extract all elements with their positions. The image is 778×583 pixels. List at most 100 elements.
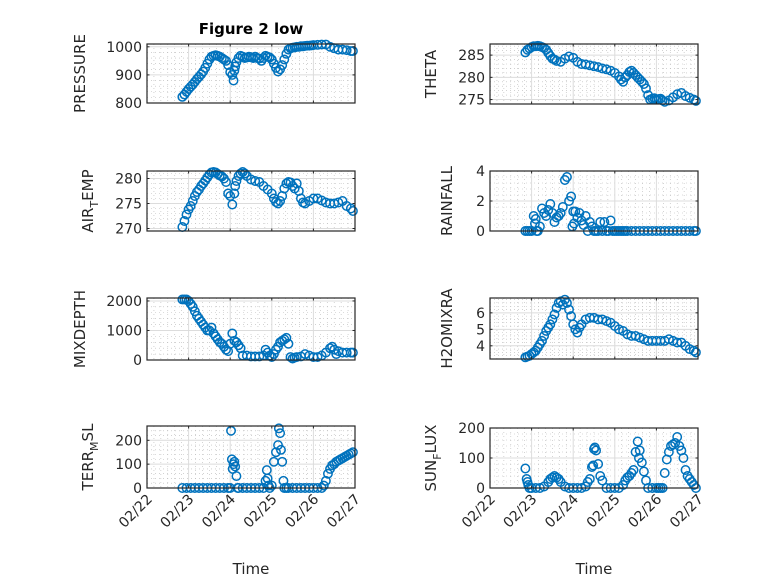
- data-point: [564, 196, 574, 206]
- data-point: [520, 463, 531, 474]
- data-point: [678, 453, 689, 463]
- data-point: [276, 444, 286, 455]
- data-point: [657, 95, 668, 106]
- x-tick-label: 02/27: [667, 492, 707, 532]
- data-point: [273, 423, 284, 434]
- subplot-pressure: 800 900 1000 PRESSURE Figure 2 low: [71, 20, 358, 113]
- data-point: [595, 217, 606, 227]
- x-tick-label: 02/24: [199, 491, 239, 531]
- data-point: [277, 60, 288, 71]
- chart-title: Figure 2 low: [199, 20, 304, 38]
- series-mixdepth: [177, 294, 358, 364]
- data-point: [668, 439, 678, 450]
- data-point: [634, 445, 645, 456]
- data-point: [271, 344, 281, 355]
- axes-frame: [146, 43, 356, 104]
- subplot-h2omixra: 456 H2OMIXRA: [438, 288, 701, 369]
- y-tick-label: 900: [115, 68, 142, 84]
- data-point: [312, 352, 323, 362]
- data-point: [231, 471, 242, 482]
- data-point: [555, 208, 566, 218]
- data-point: [638, 466, 649, 477]
- y-tick-label: 2: [476, 194, 485, 210]
- data-point: [271, 197, 281, 207]
- y-tick-label: 0: [476, 224, 485, 240]
- data-point: [206, 322, 217, 333]
- data-point: [541, 211, 552, 221]
- x-axis-label: Time: [232, 560, 270, 578]
- data-point: [545, 199, 556, 209]
- axes-frame: [146, 297, 356, 361]
- series-pressure: [177, 39, 358, 102]
- data-point: [229, 188, 240, 199]
- data-point: [564, 304, 574, 315]
- data-point: [254, 351, 265, 362]
- y-tick-label: 0: [476, 481, 485, 497]
- data-point: [586, 462, 597, 472]
- y-tick-label: 2000: [106, 294, 142, 310]
- subplot-mixdepth: 0 1000 2000 MIXDEPTH: [71, 290, 358, 369]
- y-axis-label: SUNFLUX: [422, 425, 444, 492]
- subplot-sun_flux: 0 100 200 SUNFLUX 02/22 02/23 02/24 02/25 02/26 0…: [422, 421, 707, 578]
- data-point: [618, 480, 629, 490]
- subplot-air_temp: 270 275 280 AIRTEMP: [79, 167, 358, 238]
- y-axis-label: H2OMIXRA: [438, 288, 456, 369]
- y-tick-label: 280: [458, 70, 485, 86]
- series-theta: [520, 40, 701, 107]
- x-tick-label: 02/26: [625, 491, 665, 531]
- x-axis-label: Time: [575, 560, 613, 578]
- data-point: [187, 196, 198, 206]
- data-point: [227, 199, 238, 210]
- y-tick-label: 200: [458, 421, 485, 437]
- data-point: [266, 352, 277, 362]
- data-point: [659, 96, 670, 107]
- data-point: [605, 215, 616, 226]
- data-point: [690, 347, 701, 358]
- y-axis-label: PRESSURE: [71, 34, 89, 113]
- data-point: [333, 197, 344, 208]
- y-axis-label: AIRTEMP: [79, 169, 101, 232]
- data-point: [221, 177, 231, 187]
- x-tick-label: 02/27: [324, 492, 364, 532]
- y-tick-label: 6: [476, 306, 485, 322]
- data-point: [266, 480, 277, 491]
- data-point: [231, 176, 242, 186]
- data-point: [680, 465, 691, 475]
- data-point: [672, 337, 683, 348]
- data-point: [636, 457, 647, 468]
- data-point: [549, 54, 560, 65]
- x-tick-label: 02/23: [158, 492, 198, 532]
- axes-frame: [489, 43, 699, 105]
- y-tick-label: 4: [476, 339, 485, 355]
- x-tick-label: 02/25: [241, 492, 281, 532]
- data-point: [300, 349, 311, 360]
- data-point: [331, 349, 342, 360]
- data-point: [549, 309, 560, 320]
- data-point: [230, 461, 241, 472]
- subplot-theta: 275 280 285 THETA: [422, 40, 701, 109]
- data-point: [250, 176, 261, 186]
- data-point: [285, 352, 296, 362]
- data-point: [570, 206, 581, 217]
- data-point: [545, 319, 556, 330]
- data-point: [281, 332, 292, 343]
- data-point: [325, 41, 335, 52]
- data-point: [562, 297, 572, 308]
- data-point: [547, 472, 558, 483]
- y-tick-label: 275: [458, 93, 485, 109]
- x-tick-label: 02/22: [459, 492, 499, 532]
- y-tick-label: 0: [133, 481, 142, 497]
- data-point: [320, 475, 331, 486]
- axes-frame: [489, 297, 699, 360]
- data-point: [628, 465, 639, 475]
- data-point: [275, 428, 286, 439]
- data-point: [275, 196, 286, 206]
- y-tick-label: 0: [133, 353, 142, 369]
- y-tick-label: 800: [115, 96, 142, 112]
- data-point: [341, 347, 352, 358]
- data-point: [239, 168, 250, 179]
- data-point: [659, 468, 670, 478]
- x-tick-label: 02/24: [542, 491, 582, 531]
- series-h2omixra: [520, 294, 701, 363]
- data-point: [591, 445, 602, 456]
